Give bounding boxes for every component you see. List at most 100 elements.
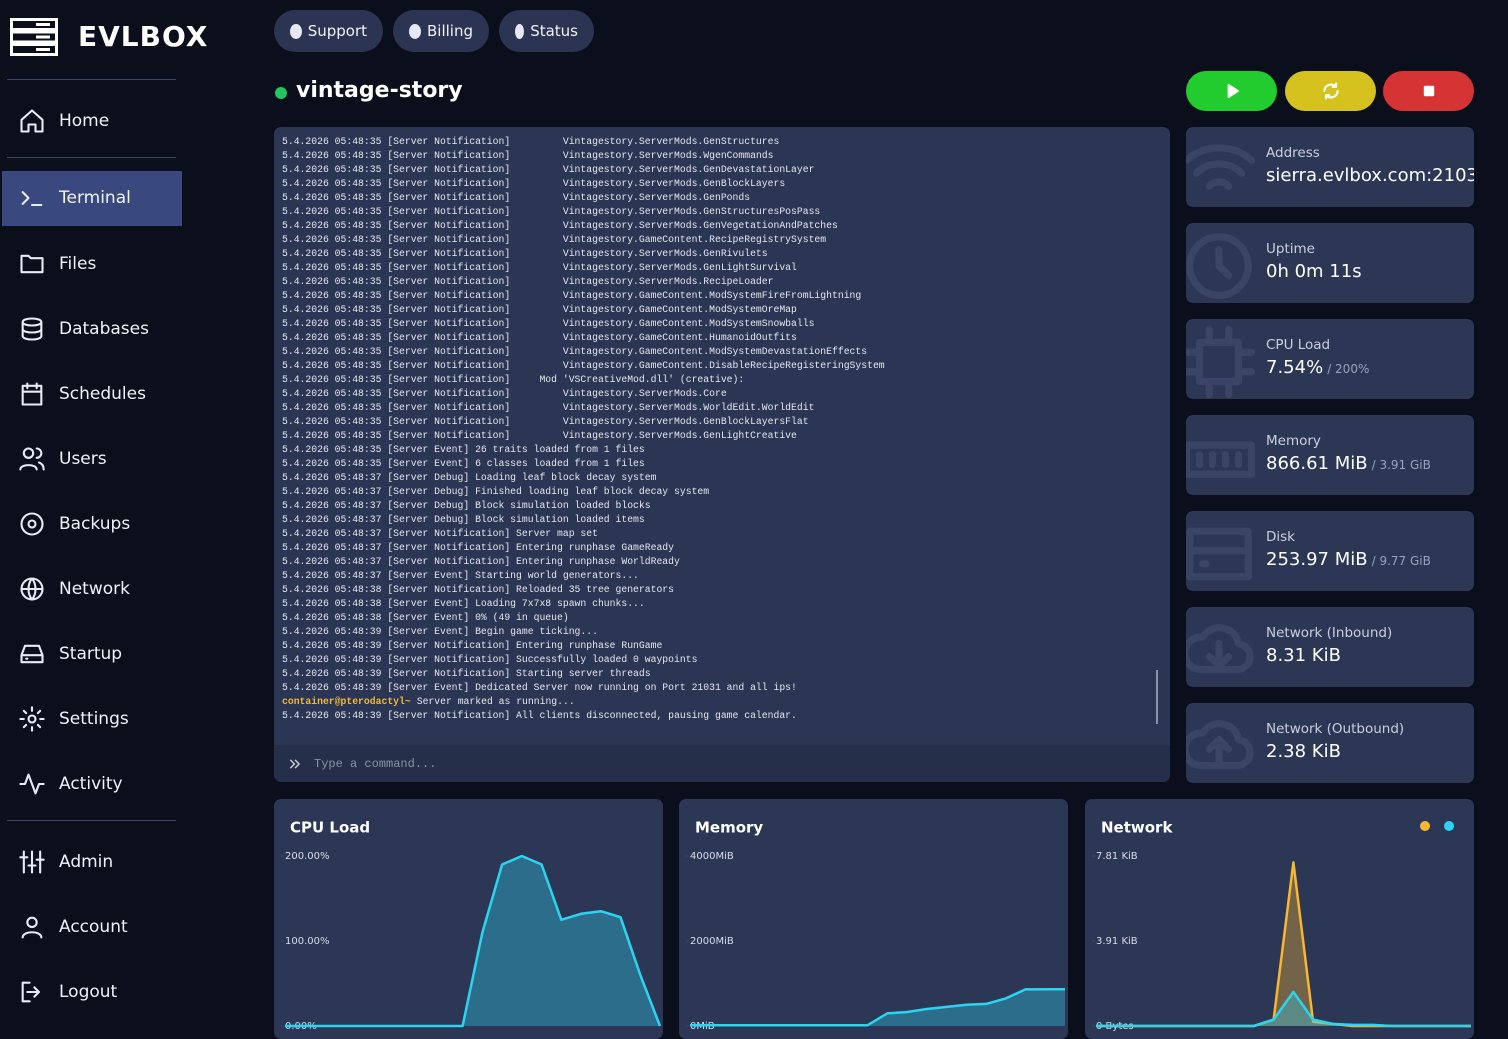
stat-limit: / 200%: [1327, 362, 1370, 376]
nav-item[interactable]: Startup: [2, 627, 182, 682]
console-line: 5.4.2026 05:48:35 [Server Notification] …: [282, 220, 838, 231]
stat-number: 7.54%: [1266, 357, 1324, 378]
area: [690, 989, 1065, 1026]
nav-item[interactable]: Schedules: [2, 367, 182, 422]
y-tick-label: 200.00%: [285, 851, 330, 862]
stat-number: 2.38 KiB: [1266, 741, 1341, 762]
nav-item[interactable]: Settings: [2, 692, 182, 747]
stat-value: sierra.evlbox.com:21031: [1266, 165, 1474, 186]
console-line: 5.4.2026 05:48:35 [Server Notification] …: [282, 290, 862, 301]
icon: [21, 317, 43, 341]
chart-card: Network 0 Bytes 3.91 KiB 7.81 KiB: [1085, 799, 1474, 1039]
nav-item[interactable]: Activity: [2, 757, 182, 812]
console-line: 5.4.2026 05:48:35 [Server Notification] …: [282, 276, 774, 287]
stat-card: Address sierra.evlbox.com:21031: [1186, 127, 1474, 207]
console-line: 5.4.2026 05:48:35 [Server Notification] …: [282, 360, 885, 371]
console-line: 5.4.2026 05:48:35 [Server Event] 26 trai…: [282, 444, 645, 455]
sidebar: EVLBOX Home Terminal Files Databases Schedul…: [0, 0, 207, 1027]
icon: [20, 254, 44, 274]
icon-path: [1186, 720, 1254, 770]
top-link[interactable]: Billing: [393, 10, 489, 52]
icon: [1186, 325, 1256, 399]
input-icon-path: [289, 758, 301, 769]
restart-button[interactable]: [1285, 71, 1376, 111]
icon-path: [1186, 233, 1252, 299]
legend-icon: [1444, 821, 1454, 831]
icon: [19, 773, 45, 795]
stat-value: 866.61 MiB/ 3.91 GiB: [1266, 453, 1431, 474]
nav-label: Logout: [59, 982, 118, 1002]
stat-card: Uptime 0h 0m 11s: [1186, 223, 1474, 303]
chart-title: Network: [1101, 819, 1173, 837]
nav-item[interactable]: Files: [2, 237, 182, 292]
nav-label: Account: [59, 917, 128, 937]
icon-path: [1186, 441, 1256, 478]
top-link[interactable]: Status: [499, 10, 594, 52]
nav-item[interactable]: Network: [2, 562, 182, 617]
stop-button[interactable]: [1383, 71, 1474, 111]
button-icon-path: [1423, 85, 1434, 97]
console-line: 5.4.2026 05:48:35 [Server Notification] …: [282, 318, 815, 329]
line: [690, 987, 1065, 1027]
top-link[interactable]: Support: [274, 10, 383, 52]
nav-item[interactable]: Logout: [2, 965, 182, 1020]
icon-path: [20, 577, 44, 601]
brand: EVLBOX: [78, 20, 209, 53]
console-line: 5.4.2026 05:48:38 [Server Notification] …: [282, 584, 675, 595]
icon-path: [20, 512, 44, 536]
stat-number: 0h 0m 11s: [1266, 261, 1362, 282]
chart-title: Memory: [695, 819, 763, 837]
nav-label: Terminal: [59, 188, 131, 208]
stat-card: CPU Load 7.54%/ 200%: [1186, 319, 1474, 399]
command-input[interactable]: Type a command...: [274, 745, 1170, 782]
start-button[interactable]: [1186, 71, 1277, 111]
divider: [7, 157, 176, 158]
button-icon: [1423, 85, 1434, 97]
nav-label: Admin: [59, 852, 114, 872]
icon-path: [20, 109, 44, 133]
icon-path: [20, 644, 44, 664]
nav-item[interactable]: Admin: [2, 835, 182, 890]
console-line: 5.4.2026 05:48:37 [Server Notification] …: [282, 542, 675, 553]
console-line: 5.4.2026 05:48:39 [Server Event] Begin g…: [282, 626, 598, 637]
stat-limit: / 9.77 GiB: [1371, 554, 1431, 568]
stat-limit: / 3.91 GiB: [1371, 458, 1431, 472]
icon: [19, 447, 45, 471]
icon-path: [1186, 325, 1256, 399]
area: [1096, 992, 1471, 1026]
console-line: 5.4.2026 05:48:35 [Server Notification] …: [282, 346, 868, 357]
nav-item[interactable]: Account: [2, 900, 182, 955]
nav-label: Settings: [59, 709, 129, 729]
icon: [20, 644, 44, 664]
stat-label: Address: [1266, 145, 1320, 161]
nav-item[interactable]: Backups: [2, 497, 182, 552]
console-line: 5.4.2026 05:48:38 [Server Event] Loading…: [282, 598, 645, 609]
console-line: 5.4.2026 05:48:37 [Server Notification] …: [282, 556, 680, 567]
nav-item[interactable]: Users: [2, 432, 182, 487]
console-line: 5.4.2026 05:48:35 [Server Notification] …: [282, 150, 774, 161]
console-prompt: container@pterodactyl~: [282, 696, 411, 707]
icon: [19, 706, 45, 732]
console-line: 5.4.2026 05:48:39 [Server Notification] …: [282, 668, 651, 679]
nav-item[interactable]: Home: [2, 94, 182, 149]
console-line: 5.4.2026 05:48:35 [Server Notification] …: [282, 178, 786, 189]
stat-card: Network (Outbound) 2.38 KiB: [1186, 703, 1474, 783]
icon-path: [20, 254, 44, 274]
nav-label: Home: [59, 111, 110, 131]
stat-label: Network (Outbound): [1266, 721, 1405, 737]
nav-item[interactable]: Terminal: [2, 170, 182, 226]
nav-item[interactable]: Databases: [2, 302, 182, 357]
console-line: 5.4.2026 05:48:37 [Server Notification] …: [282, 528, 598, 539]
stat-value: 7.54%/ 200%: [1266, 357, 1369, 378]
console-line: 5.4.2026 05:48:39 [Server Notification] …: [282, 710, 797, 721]
console-line: 5.4.2026 05:48:37 [Server Debug] Block s…: [282, 500, 651, 511]
icon-path: [21, 981, 41, 1003]
top-link-label: Support: [307, 22, 367, 40]
icon: [21, 382, 43, 406]
console-line: 5.4.2026 05:48:37 [Server Event] Startin…: [282, 570, 639, 581]
line: [1096, 990, 1471, 1028]
stat-card: Network (Inbound) 8.31 KiB: [1186, 607, 1474, 687]
stat-value: 0h 0m 11s: [1266, 261, 1362, 282]
stat-number: 8.31 KiB: [1266, 645, 1341, 666]
